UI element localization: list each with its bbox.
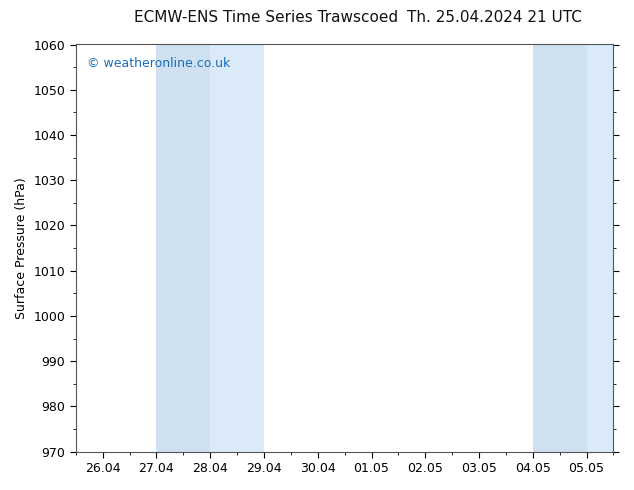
- Bar: [533, 45, 586, 452]
- Bar: [157, 45, 210, 452]
- Text: © weatheronline.co.uk: © weatheronline.co.uk: [87, 57, 230, 70]
- Y-axis label: Surface Pressure (hPa): Surface Pressure (hPa): [15, 177, 28, 319]
- Text: Th. 25.04.2024 21 UTC: Th. 25.04.2024 21 UTC: [407, 10, 582, 25]
- Text: ECMW-ENS Time Series Trawscoed: ECMW-ENS Time Series Trawscoed: [134, 10, 398, 25]
- Bar: [210, 45, 264, 452]
- Bar: [586, 45, 619, 452]
